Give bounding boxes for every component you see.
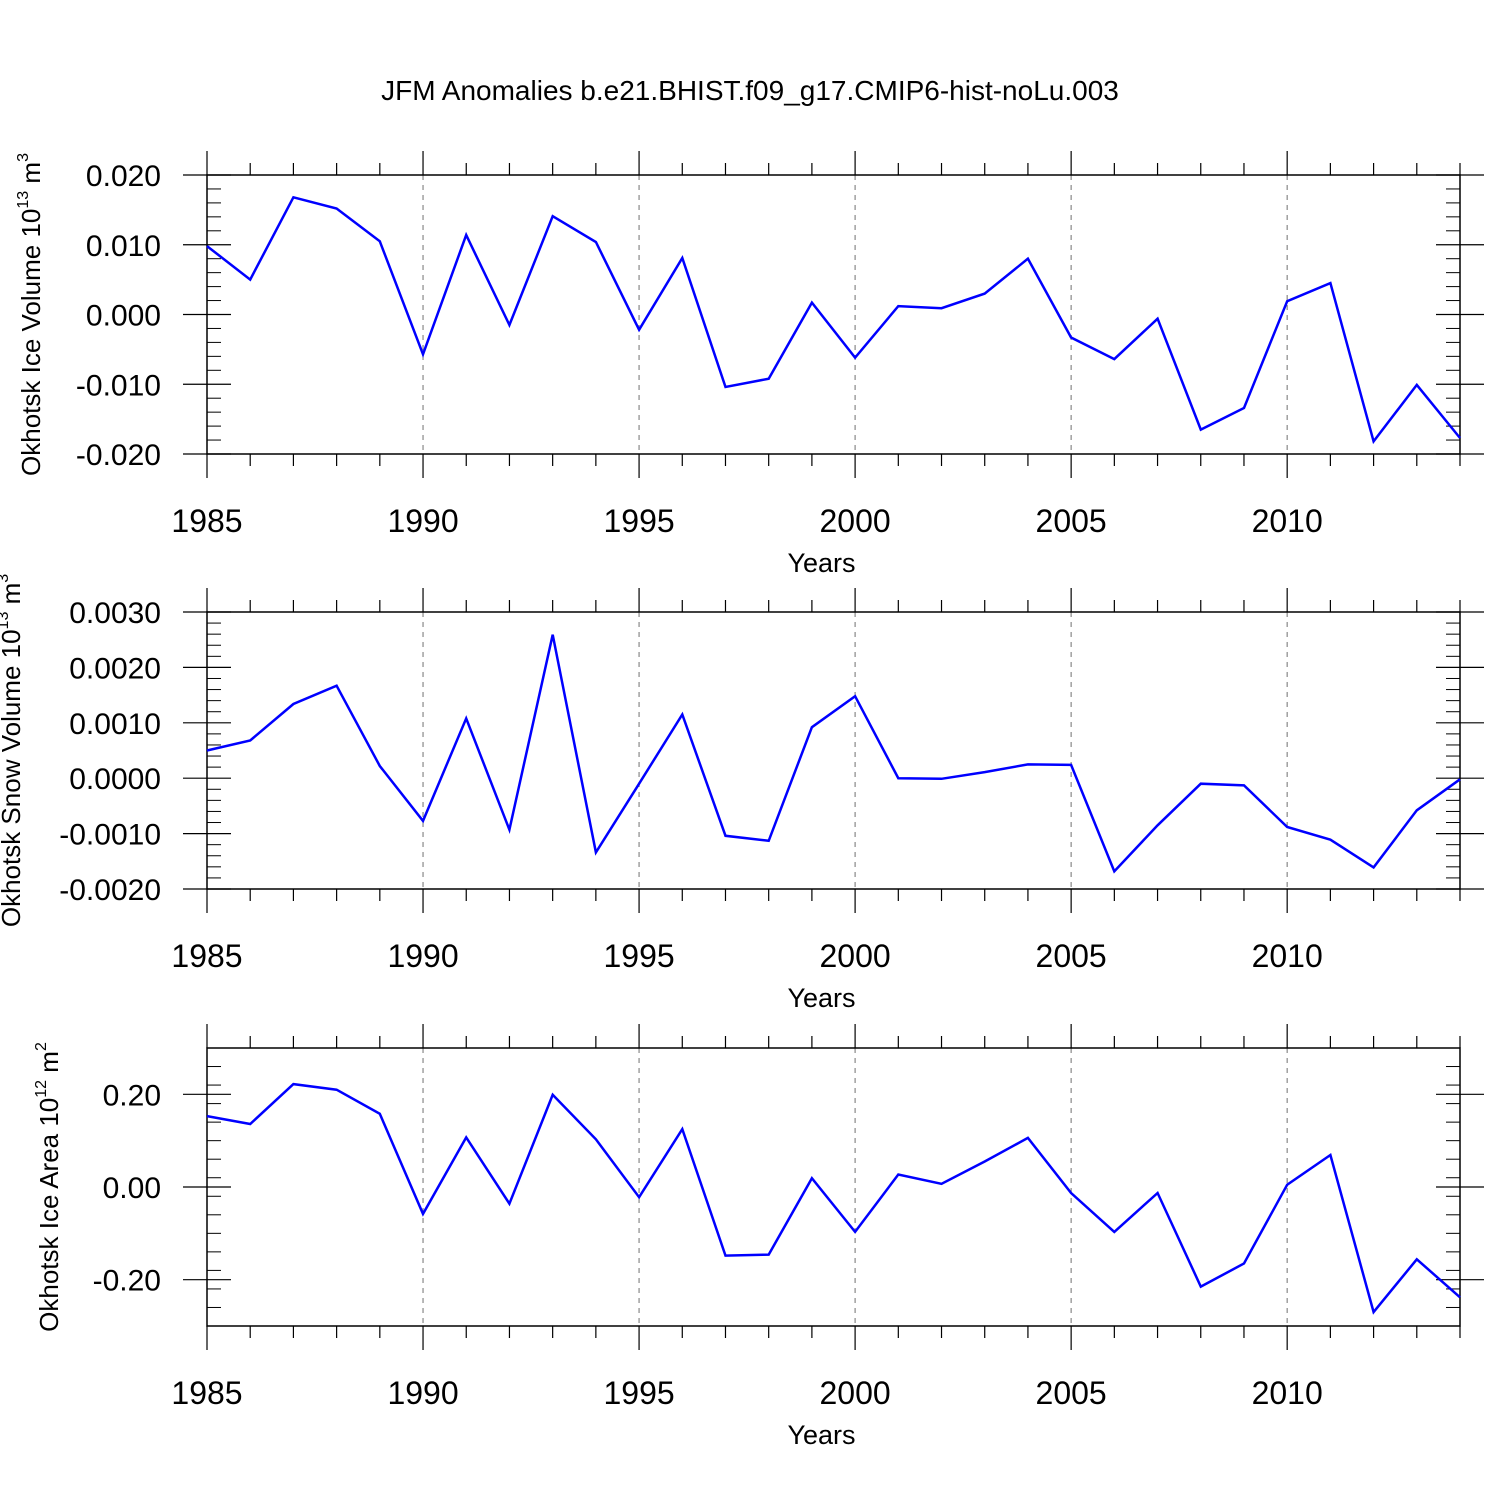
ice-area-xtick-label: 2005	[1036, 1375, 1107, 1411]
ice-area-xtick-label: 2000	[820, 1375, 891, 1411]
ice-volume-y-axis-label: Okhotsk Ice Volume 1013 m3	[15, 153, 46, 476]
ice-volume-ytick-label: -0.010	[76, 369, 161, 402]
ice-volume-ytick-label: 0.000	[86, 300, 161, 333]
ice-area-ytick-label: 0.00	[103, 1172, 161, 1205]
snow-volume-frame	[206, 611, 1461, 890]
ice-volume-frame	[206, 174, 1461, 455]
snow-volume-ytick-label: -0.0010	[59, 819, 161, 852]
ice-volume-xtick-label: 2005	[1036, 503, 1107, 539]
snow-volume-xtick-label: 2005	[1036, 938, 1107, 974]
ice-volume-xtick-label: 2010	[1252, 503, 1323, 539]
snow-volume-x-axis-label: Years	[787, 983, 855, 1013]
snow-volume-xtick-label: 1985	[171, 938, 242, 974]
figure-title: JFM Anomalies b.e21.BHIST.f09_g17.CMIP6-…	[381, 75, 1119, 106]
ice-area-series-line	[206, 1082, 1461, 1315]
ice-area-ytick-label: 0.20	[103, 1079, 161, 1112]
ice-area-xtick-label: 1995	[603, 1375, 674, 1411]
ice-volume-ytick-label: -0.020	[76, 439, 161, 472]
snow-volume-series-line	[206, 634, 1461, 874]
ice-volume-ytick-label: 0.020	[86, 160, 161, 193]
ice-volume-xtick-label: 1995	[603, 503, 674, 539]
snow-volume-panel: -0.0020 -0.0010 0.0000 0.0010 0.0020 0.0030 19…	[0, 574, 1484, 1013]
ice-volume-panel: -0.020 -0.010 0.000 0.010 0.020 1985 1990 1995 2…	[15, 151, 1484, 578]
snow-volume-xtick-label: 1995	[603, 938, 674, 974]
snow-volume-ytick-label: 0.0000	[69, 763, 161, 796]
ice-area-x-axis-label: Years	[787, 1420, 855, 1450]
ice-volume-x-axis-label: Years	[787, 548, 855, 578]
snow-volume-xtick-label: 1990	[387, 938, 458, 974]
snow-volume-ytick-label: 0.0010	[69, 708, 161, 741]
snow-volume-ytick-label: -0.0020	[59, 874, 161, 907]
ice-area-panel: -0.20 0.00 0.20 1985 1990 1995 2000 2005 2010 Yea…	[33, 1024, 1484, 1450]
ice-area-xtick-label: 2010	[1252, 1375, 1323, 1411]
snow-volume-xtick-label: 2010	[1252, 938, 1323, 974]
ice-volume-series-line	[206, 195, 1461, 445]
snow-volume-ytick-label: 0.0020	[69, 652, 161, 685]
snow-volume-xtick-label: 2000	[820, 938, 891, 974]
ice-area-ytick-label: -0.20	[93, 1265, 161, 1298]
ice-area-frame	[206, 1047, 1461, 1327]
snow-volume-ytick-label: 0.0030	[69, 597, 161, 630]
ice-volume-xtick-label: 1990	[387, 503, 458, 539]
ice-area-xtick-label: 1990	[387, 1375, 458, 1411]
ice-volume-ytick-label: 0.010	[86, 230, 161, 263]
ice-volume-xtick-label: 2000	[820, 503, 891, 539]
snow-volume-y-axis-label: Okhotsk Snow Volume 1013 m3	[0, 574, 26, 927]
ice-volume-xtick-label: 1985	[171, 503, 242, 539]
ice-area-xtick-label: 1985	[171, 1375, 242, 1411]
ice-area-y-axis-label: Okhotsk Ice Area 1012 m2	[33, 1042, 64, 1332]
